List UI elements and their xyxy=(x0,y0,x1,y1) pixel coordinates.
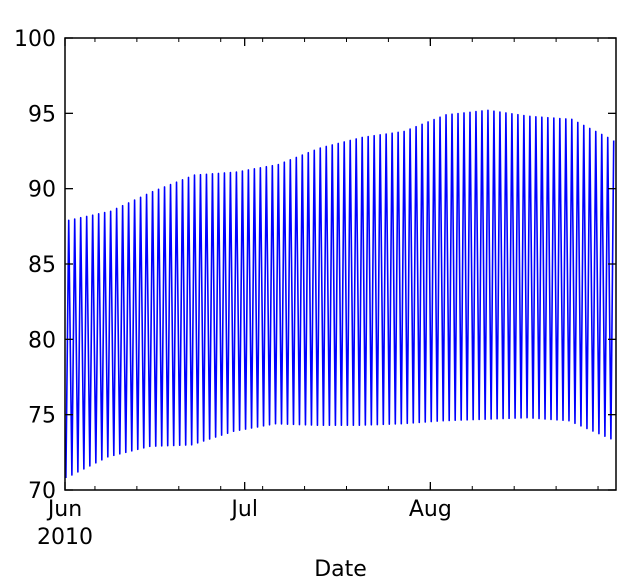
x-axis-title: Date xyxy=(314,557,367,582)
temperature-series-line xyxy=(65,109,615,478)
x-tick-label: Jun xyxy=(46,497,82,522)
y-axis: 70 75 80 85 90 95 100 xyxy=(14,27,616,504)
x-tick-sublabel: 2010 xyxy=(37,525,93,550)
y-tick-label: 90 xyxy=(28,178,56,203)
x-tick-label: Jul xyxy=(229,497,258,522)
x-tick-label: Aug xyxy=(409,497,452,522)
plot-area xyxy=(64,37,617,491)
y-tick-label: 70 xyxy=(28,479,56,504)
y-tick-label: 100 xyxy=(14,27,56,52)
x-axis: Jun 2010 Jul Aug xyxy=(37,38,599,550)
y-tick-label: 80 xyxy=(28,328,56,353)
y-tick-label: 95 xyxy=(28,102,56,127)
y-tick-label: 75 xyxy=(28,404,56,429)
y-tick-label: 85 xyxy=(28,253,56,278)
